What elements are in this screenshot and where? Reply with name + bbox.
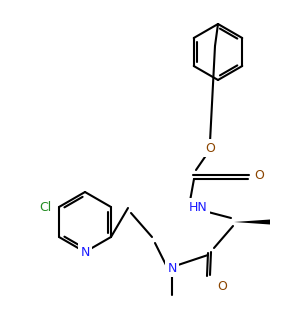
Text: O: O bbox=[217, 280, 227, 293]
Text: O: O bbox=[205, 141, 215, 155]
Text: O: O bbox=[254, 168, 264, 182]
Text: HN: HN bbox=[189, 201, 207, 213]
Text: N: N bbox=[167, 261, 177, 274]
Text: N: N bbox=[80, 245, 90, 259]
Text: Cl: Cl bbox=[39, 201, 51, 213]
Polygon shape bbox=[234, 220, 270, 224]
